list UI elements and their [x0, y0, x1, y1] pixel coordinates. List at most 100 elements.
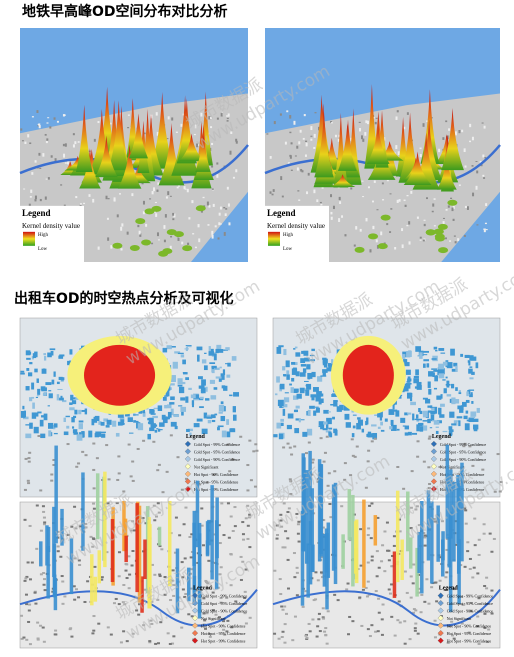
city-block [222, 628, 226, 631]
city-block [278, 578, 282, 581]
cold-cell [419, 410, 423, 415]
building [381, 182, 384, 185]
city-block [188, 535, 192, 538]
city-block [42, 583, 46, 586]
city-block [476, 572, 480, 575]
cold-cell [388, 409, 395, 415]
city-block [229, 515, 233, 518]
cold-cell [177, 378, 183, 385]
cold-cell [273, 434, 278, 438]
cold-cell [149, 427, 155, 432]
bar [210, 485, 214, 580]
city-block [369, 537, 373, 540]
building [482, 174, 485, 177]
city-block [282, 502, 286, 505]
city-block [305, 636, 309, 639]
city-block [276, 534, 280, 537]
city-block [293, 615, 297, 618]
city-block [388, 592, 392, 595]
bar [406, 491, 410, 552]
city-block [454, 543, 458, 546]
city-block [183, 557, 187, 560]
building [126, 231, 129, 235]
building [471, 165, 474, 167]
building [209, 117, 212, 119]
city-block [377, 611, 381, 614]
city-block [223, 633, 227, 636]
cold-cell [435, 430, 439, 434]
cold-cell [69, 402, 73, 405]
city-block [483, 626, 487, 629]
city-block [291, 639, 295, 642]
building [447, 205, 450, 208]
cold-cell [165, 389, 170, 397]
city-block [347, 633, 351, 636]
city-block [142, 624, 146, 627]
cold-cell [429, 427, 433, 429]
building [332, 205, 335, 210]
density-peak [441, 108, 464, 171]
city-block [243, 590, 247, 593]
building [218, 222, 221, 226]
building [186, 188, 189, 193]
cold-cell [438, 373, 445, 379]
bar [373, 515, 378, 546]
cold-cell [69, 407, 75, 411]
density-peak [108, 100, 130, 171]
cold-cell [58, 376, 63, 381]
building [142, 200, 145, 205]
city-block [28, 578, 32, 581]
city-block [483, 612, 487, 615]
building [314, 112, 317, 114]
city-block [207, 632, 211, 635]
city-block [154, 515, 158, 518]
building [211, 165, 214, 168]
cold-cell [295, 405, 300, 409]
city-block [351, 454, 355, 457]
city-block [78, 563, 82, 566]
building [36, 110, 39, 113]
building [232, 176, 235, 179]
city-block [190, 615, 194, 618]
city-block [50, 473, 54, 476]
city-block [374, 590, 378, 593]
cold-cell [226, 419, 230, 425]
legend-item: Hot Spot - 90% Confidence [447, 624, 492, 629]
building [299, 129, 302, 133]
building [475, 185, 478, 190]
cold-cell [463, 415, 468, 420]
city-block [283, 623, 287, 626]
city-block [433, 636, 437, 639]
city-block [161, 491, 165, 494]
cold-cell [88, 430, 93, 438]
building [20, 128, 23, 131]
building [438, 148, 441, 153]
building [375, 239, 378, 243]
city-block [366, 561, 370, 564]
cold-cell [197, 354, 200, 362]
cold-cell [159, 422, 165, 427]
cold-cell [459, 406, 464, 413]
city-block [41, 626, 45, 629]
building [419, 147, 422, 150]
cold-cell [35, 396, 39, 399]
city-block [100, 576, 104, 579]
building [433, 225, 436, 227]
city-block [452, 637, 456, 640]
city-block [30, 561, 34, 564]
city-block [422, 460, 426, 463]
city-block [181, 576, 185, 579]
cold-cell [63, 417, 66, 422]
city-block [325, 642, 329, 645]
building [121, 223, 124, 227]
cold-cell [428, 371, 434, 377]
cold-cell [415, 369, 419, 376]
building [426, 197, 429, 200]
legend-title: Legend [186, 434, 206, 440]
cold-cell [22, 405, 25, 410]
cold-cell [322, 371, 326, 377]
city-block [286, 537, 290, 540]
bar [445, 444, 450, 539]
city-block [466, 550, 470, 553]
building [216, 117, 219, 120]
